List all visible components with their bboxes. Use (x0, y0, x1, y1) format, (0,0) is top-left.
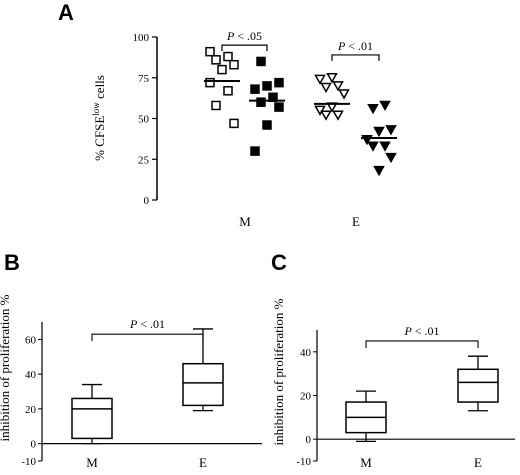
panel-c-y-tick-label: 20 (300, 391, 312, 403)
panel-a-point (205, 46, 215, 57)
panel-a-point (373, 126, 385, 138)
panel-a-point (262, 81, 272, 91)
panel-c-y-tick-label: 40 (300, 347, 312, 359)
panel-a-point (211, 100, 221, 111)
panel-b: B inhibition of proliferation % -10 0 20 40… (0, 250, 262, 470)
panel-a-p-value: P < .01 (337, 39, 373, 53)
panel-a-category-label: M (239, 214, 251, 229)
panel-a-y-tick-label: 50 (138, 114, 150, 126)
panel-a-point (385, 125, 397, 136)
panel-b-letter: B (4, 250, 20, 275)
panel-a-y-tick-label: 75 (138, 73, 150, 85)
panel-c-ylabel: inhibition of proliferation % (271, 298, 286, 445)
panel-a-point (274, 77, 284, 88)
panel-c: C inhibition of proliferation % -10 0 20 40… (271, 250, 515, 470)
panel-a-point (367, 103, 379, 115)
panel-b-box (71, 397, 113, 440)
panel-a-y-tick-label: 25 (138, 154, 150, 166)
panel-a-point (320, 110, 332, 121)
panel-a-point (367, 141, 379, 152)
panel-a: A % CFSElow cells 0 25 50 75 100 M E P < .05 P <… (58, 0, 397, 229)
panel-a-point (223, 51, 233, 62)
panel-c-y-tick-label: -10 (296, 456, 311, 468)
panel-a-category-label: E (352, 214, 360, 229)
panel-c-letter: C (271, 250, 287, 275)
panel-c-box (457, 368, 499, 403)
panel-a-point (314, 74, 326, 85)
panel-a-point (332, 110, 344, 121)
panel-a-point (314, 105, 326, 116)
panel-a-point (256, 56, 266, 67)
panel-b-category-label: E (199, 455, 207, 470)
panel-a-point (250, 84, 260, 94)
panel-a-point (217, 64, 227, 75)
panel-a-ylabel: % CFSElow cells (91, 75, 107, 161)
panel-a-point (250, 146, 260, 156)
panel-c-y-tick-label: 0 (306, 434, 312, 446)
panel-b-y-tick-label: 60 (25, 334, 37, 346)
panel-a-point (373, 165, 385, 177)
panel-a-y-tick-label: 0 (144, 195, 150, 207)
panel-a-point (229, 118, 239, 129)
panel-a-point (379, 100, 391, 111)
panel-a-p-value: P < .05 (226, 29, 262, 43)
panel-a-point (326, 73, 338, 84)
panel-a-significance-bracket (221, 44, 268, 52)
panel-b-y-tick-label: -10 (21, 456, 36, 468)
panel-b-y-tick-label: 0 (31, 439, 37, 451)
panel-a-point (320, 82, 332, 94)
panel-b-box (182, 362, 224, 407)
panel-a-significance-bracket (331, 54, 380, 61)
panel-a-point (385, 152, 397, 164)
panel-a-point (256, 97, 266, 107)
panel-c-category-label: E (474, 455, 482, 470)
panel-c-category-label: M (360, 455, 372, 470)
panel-a-point (262, 120, 272, 130)
panel-a-letter: A (58, 0, 74, 25)
panel-a-point (338, 89, 350, 100)
panel-b-significance-bracket (91, 333, 204, 342)
panel-b-ylabel: inhibition of proliferation % (0, 294, 12, 441)
panel-a-point (379, 141, 391, 152)
panel-b-category-label: M (86, 455, 98, 470)
panel-b-y-tick-label: 20 (25, 404, 37, 416)
panel-c-p-value: P < .01 (403, 324, 439, 338)
panel-b-y-tick-label: 40 (25, 369, 37, 381)
panel-a-point (223, 86, 233, 96)
panel-a-point (274, 102, 284, 112)
panel-b-p-value: P < .01 (129, 317, 165, 331)
panel-a-y-tick-label: 100 (133, 32, 150, 44)
panel-a-point (211, 55, 221, 65)
panel-a-point (205, 77, 215, 88)
panel-a-point (229, 59, 239, 70)
panel-a-point (332, 81, 344, 92)
panel-c-significance-bracket (365, 340, 479, 348)
